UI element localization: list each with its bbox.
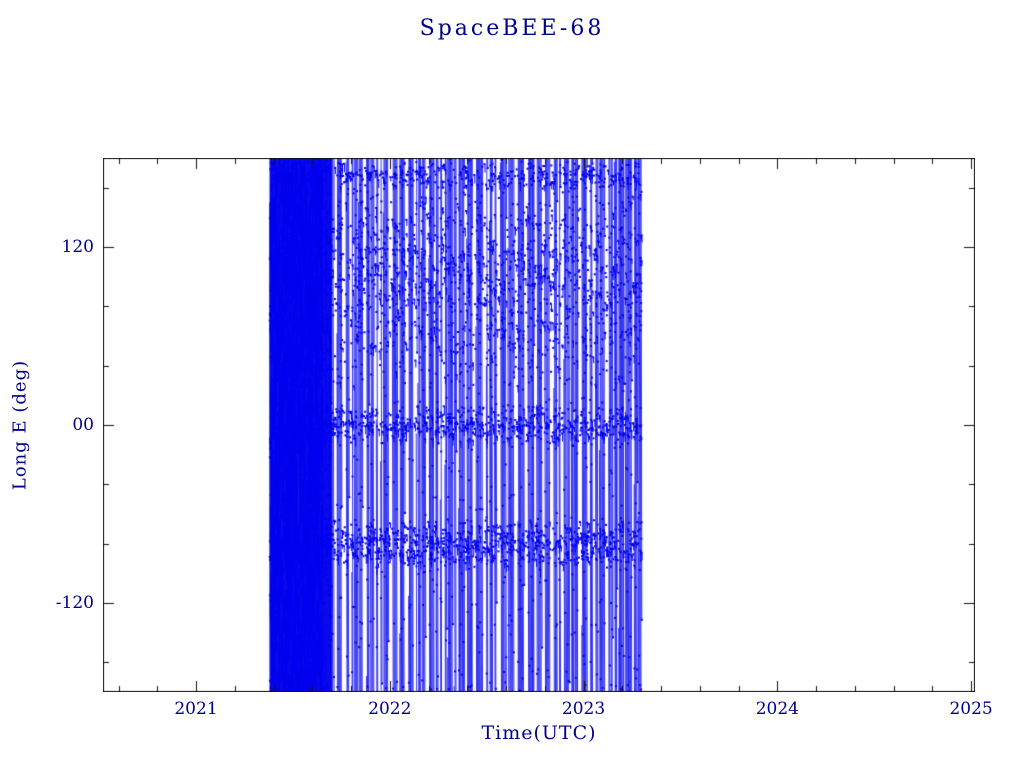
y-tick-label: -120	[55, 593, 94, 613]
y-tick-label: 120	[61, 237, 94, 257]
x-axis-label: Time(UTC)	[481, 722, 597, 744]
x-tick-label: 2021	[174, 699, 218, 719]
plot-area	[103, 158, 975, 692]
chart-title: SpaceBEE-68	[419, 16, 605, 41]
plot-canvas	[103, 158, 975, 692]
x-tick-label: 2022	[368, 699, 412, 719]
x-tick-label: 2025	[949, 699, 993, 719]
x-tick-label: 2023	[561, 699, 606, 719]
y-axis-label: Long E (deg)	[9, 359, 31, 491]
y-tick-label: 00	[72, 415, 94, 435]
x-tick-label: 2024	[755, 699, 799, 719]
